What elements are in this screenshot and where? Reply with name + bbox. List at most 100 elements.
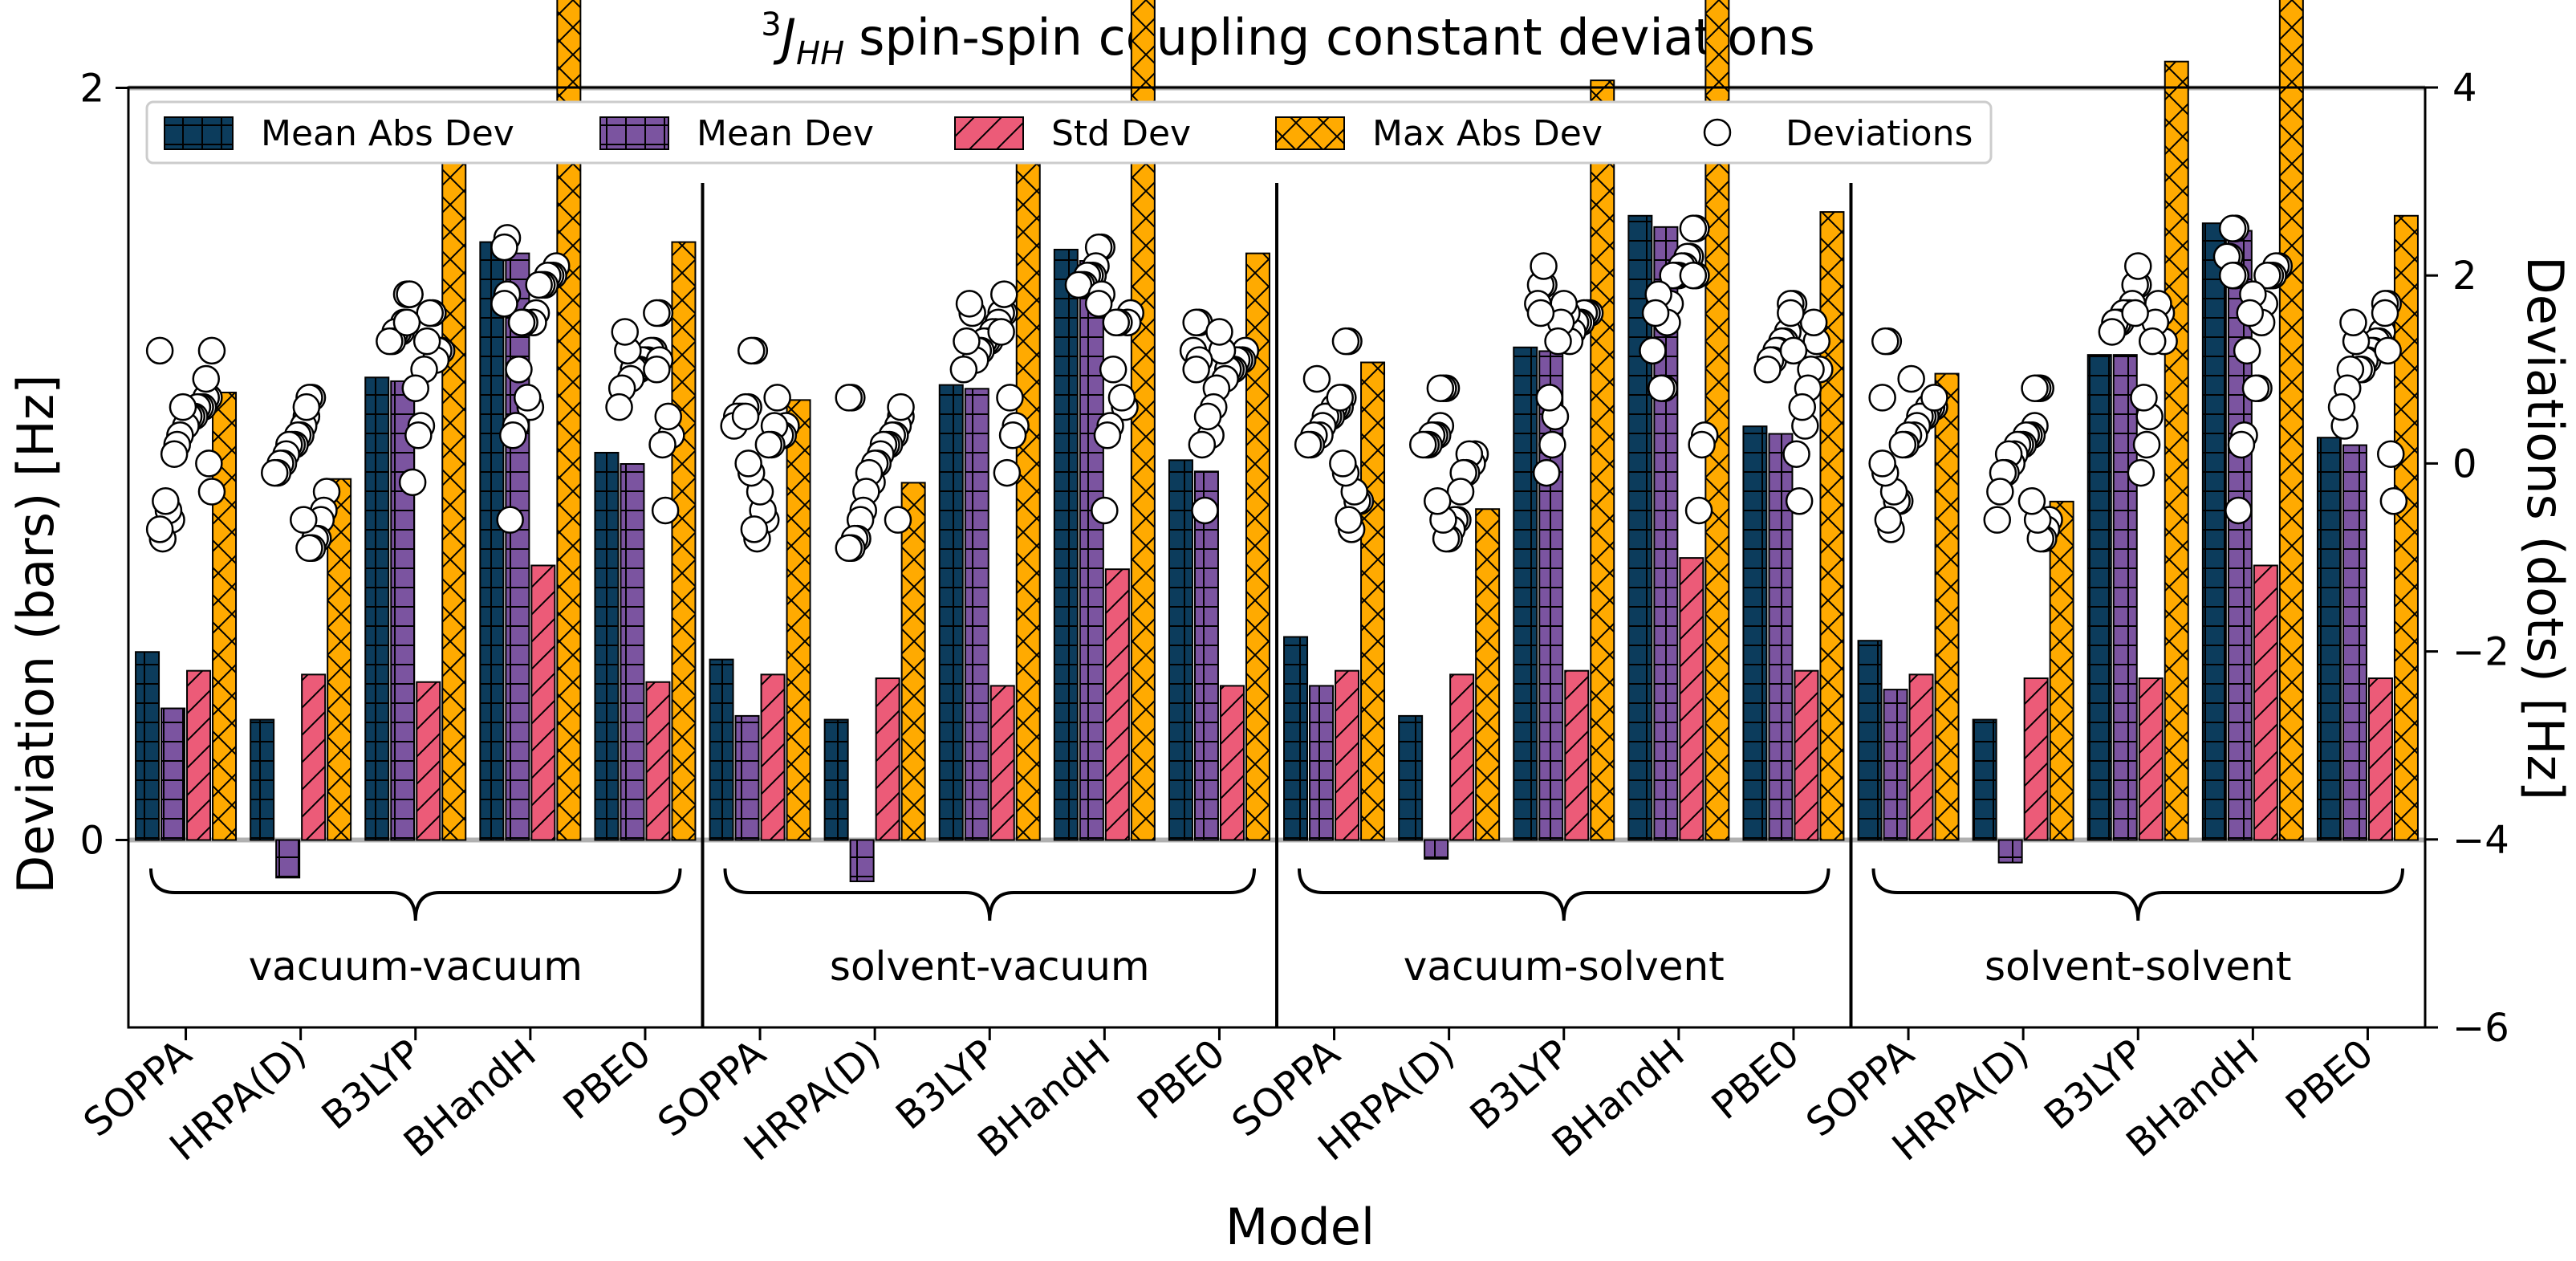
legend-marker-dots — [1703, 118, 1732, 147]
deviation-dot — [2339, 308, 2367, 336]
bar-hatch-sd — [416, 681, 441, 840]
bar-hatch-mad — [709, 659, 733, 840]
bar-hatch-mad — [2202, 223, 2226, 840]
bar-hatch-sd — [1680, 558, 1704, 840]
y-tick-label-right: 0 — [2452, 441, 2477, 486]
deviation-dot — [998, 421, 1027, 449]
bar-hatch-max — [1935, 373, 1959, 840]
bar-hatch-sd — [1450, 674, 1474, 840]
deviation-dot — [1777, 299, 1805, 327]
bar-hatch-sd — [1335, 670, 1359, 840]
bar-hatch-mad — [1743, 426, 1767, 840]
deviation-dot — [763, 384, 791, 412]
bar-hatch-sd — [302, 674, 326, 840]
deviation-dot — [1868, 384, 1896, 412]
chart-title: 3JHH spin-spin coupling constant deviatio… — [761, 6, 1815, 72]
title-subscript: HH — [796, 35, 844, 72]
deviation-dot — [1874, 506, 1903, 534]
axis-ticks-layer: 024−6−4−2024SOPPAHRPA(D)B3LYPBHandHPBE0S… — [75, 66, 2509, 1169]
deviation-dot — [1426, 374, 1455, 402]
deviation-dot — [1920, 384, 1948, 412]
legend-swatch-hatch-sd — [955, 117, 1023, 149]
bar-hatch-mad — [136, 652, 160, 840]
bar-hatch-mad — [1399, 715, 1423, 840]
deviation-dot — [1753, 356, 1782, 384]
deviation-dot — [1335, 506, 1363, 534]
bar-hatch-sd — [646, 681, 670, 840]
x-tick-label: PBE0 — [1129, 1031, 1233, 1129]
deviation-dot — [990, 280, 1018, 308]
bar-hatch-max — [1591, 80, 1615, 840]
deviation-dot — [1093, 421, 1122, 449]
deviation-dot — [993, 458, 1022, 487]
deviation-dot — [996, 384, 1024, 412]
bar-hatch-max — [901, 482, 925, 840]
bar-hatch-sd — [1909, 674, 1933, 840]
y-axis-label-right: Deviations (dots) [Hz] — [2516, 256, 2574, 800]
deviation-dot — [1532, 458, 1561, 487]
group-separators — [701, 183, 1853, 1027]
y-tick-label-right: −2 — [2452, 630, 2509, 675]
title-main: spin-spin coupling constant deviations — [859, 8, 1815, 67]
deviation-dot — [396, 280, 424, 308]
bar-hatch-mad — [1168, 460, 1193, 840]
deviation-dot — [496, 506, 524, 534]
bar-hatch-sd — [187, 670, 211, 840]
deviation-dot — [398, 468, 427, 497]
bar-hatch-sd — [2368, 678, 2392, 840]
y-tick-label-right: −4 — [2452, 818, 2509, 863]
x-tick-label: PBE0 — [2277, 1031, 2382, 1129]
legend: Mean Abs Dev Mean Dev Std Dev Max Abs Dev De… — [145, 100, 1993, 165]
bar-hatch-max — [2164, 61, 2188, 840]
deviation-dot — [1329, 449, 1357, 478]
x-tick-label: BHandH — [1544, 1031, 1693, 1166]
deviation-dot — [1639, 336, 1667, 365]
deviation-dot — [2225, 496, 2253, 525]
deviation-dot — [1983, 506, 2011, 534]
deviation-dot — [1538, 430, 1566, 459]
y-tick-label-left: 0 — [79, 819, 104, 864]
deviation-dot — [1530, 252, 1558, 280]
title-superscript: 3 — [761, 6, 781, 43]
bar-hatch-md — [161, 708, 185, 840]
deviation-dot — [1084, 290, 1113, 318]
deviation-dot — [1868, 449, 1896, 478]
deviation-dot — [1888, 430, 1917, 459]
deviation-dot — [1409, 430, 1437, 459]
legend-label: Max Abs Dev — [1372, 113, 1603, 154]
bar-hatch-mad — [1284, 637, 1308, 840]
deviation-dot — [1205, 318, 1233, 346]
deviation-dot — [1294, 430, 1323, 459]
bar-hatch-md — [620, 464, 644, 840]
deviation-dot — [1782, 440, 1810, 468]
deviation-dot — [499, 421, 527, 449]
deviation-dot — [605, 393, 633, 421]
deviation-dot — [2124, 252, 2152, 280]
deviation-dot — [1182, 308, 1210, 336]
deviation-dot — [160, 440, 189, 468]
bar-hatch-mad — [2317, 437, 2341, 840]
bar-hatch-sd — [1565, 670, 1589, 840]
legend-label: Std Dev — [1051, 113, 1191, 154]
deviation-dot — [2098, 318, 2127, 346]
deviation-dot — [1099, 356, 1128, 384]
deviation-dot — [169, 393, 197, 421]
deviation-dot — [1799, 308, 1828, 336]
legend-swatch-hatch-md — [600, 117, 668, 149]
deviation-dot — [2374, 336, 2402, 365]
deviation-dot — [754, 430, 783, 459]
bar-hatch-sd — [876, 678, 900, 840]
deviation-dot — [507, 308, 536, 336]
deviation-dot — [1779, 336, 1808, 365]
deviation-dot — [2377, 440, 2405, 468]
deviation-dot — [2218, 261, 2247, 290]
deviation-dot — [2132, 430, 2161, 459]
deviation-dot — [401, 374, 429, 402]
deviation-dot — [734, 449, 762, 478]
deviation-dot — [643, 356, 671, 384]
bar-hatch-md — [276, 840, 300, 878]
legend-swatch-hatch-max — [1276, 117, 1344, 149]
deviation-dot — [2017, 486, 2046, 515]
deviation-dot — [392, 308, 421, 336]
